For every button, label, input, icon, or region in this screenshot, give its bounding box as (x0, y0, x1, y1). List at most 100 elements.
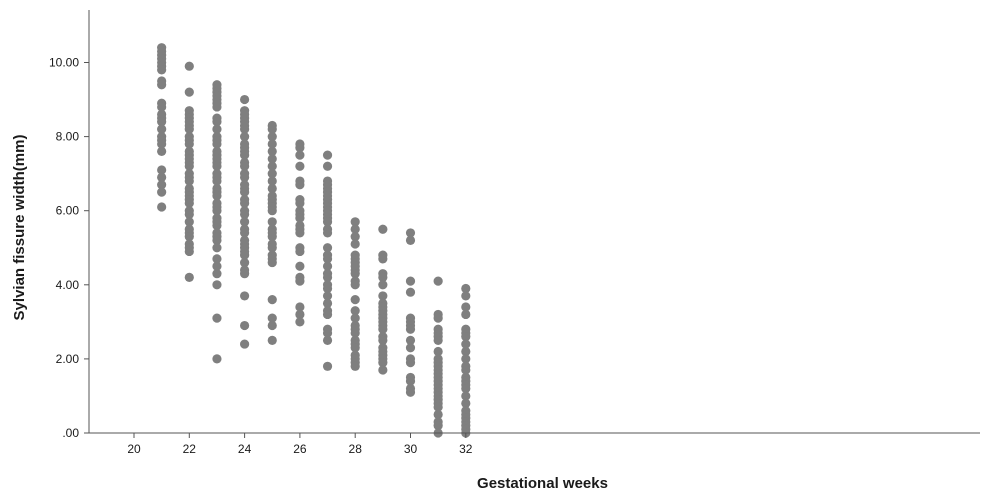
data-point (267, 176, 277, 186)
data-point (240, 94, 250, 105)
data-point (322, 150, 333, 160)
data-point (350, 343, 360, 353)
data-point (157, 165, 167, 175)
data-point (433, 335, 443, 345)
data-point (212, 254, 222, 264)
data-point (378, 358, 388, 368)
data-point (350, 239, 360, 249)
data-point (322, 335, 333, 345)
data-point (350, 361, 360, 371)
data-point (240, 172, 250, 182)
y-tick-label: 4.00 (56, 278, 80, 292)
data-point (378, 335, 388, 345)
data-point (461, 309, 471, 320)
x-tick-label: 24 (238, 442, 252, 456)
data-point (240, 257, 250, 268)
data-point (405, 276, 416, 286)
data-point (322, 217, 333, 227)
data-point (350, 232, 360, 242)
data-point (212, 243, 222, 253)
data-point (350, 306, 360, 316)
data-point (240, 339, 250, 349)
data-point (240, 291, 250, 301)
data-point (212, 102, 222, 112)
y-tick-label: .00 (62, 426, 79, 440)
data-point (240, 132, 250, 142)
data-point (295, 228, 305, 238)
data-point (184, 61, 194, 71)
data-point (378, 224, 388, 234)
data-point (405, 235, 416, 245)
y-tick-label: 10.00 (49, 56, 79, 70)
data-point (322, 272, 333, 282)
data-point (184, 217, 194, 227)
data-point (461, 332, 471, 342)
y-tick-label: 8.00 (56, 130, 80, 144)
data-point (184, 198, 194, 208)
data-point (461, 383, 471, 394)
data-point (267, 139, 277, 149)
data-point (322, 361, 333, 371)
x-tick-label: 32 (459, 442, 473, 456)
data-point (461, 365, 471, 375)
data-point (295, 180, 305, 190)
data-point (267, 335, 277, 345)
data-point (157, 202, 167, 212)
data-point (295, 150, 305, 160)
data-point (322, 161, 333, 171)
x-axis-label: Gestational weeks (477, 475, 608, 492)
x-tick-label: 22 (183, 442, 197, 456)
data-point (157, 124, 167, 134)
data-point (267, 169, 277, 179)
data-point (433, 276, 443, 286)
data-point (212, 176, 222, 186)
data-point (350, 328, 360, 338)
data-point (240, 209, 250, 220)
y-tick-label: 2.00 (56, 352, 80, 366)
data-point (212, 354, 222, 364)
data-point (405, 376, 416, 386)
data-point (378, 254, 388, 264)
data-point (212, 191, 222, 201)
data-point (295, 213, 305, 223)
data-point (240, 250, 250, 260)
data-point (184, 87, 194, 97)
data-point (267, 154, 277, 164)
data-point (295, 317, 305, 327)
data-point (267, 257, 277, 268)
data-point (322, 283, 333, 294)
data-point (184, 246, 194, 257)
data-point (212, 117, 222, 127)
data-point (461, 339, 471, 349)
data-point (240, 228, 250, 238)
data-point (322, 309, 333, 320)
data-point (212, 124, 222, 134)
data-point (405, 287, 416, 297)
data-point (461, 346, 471, 357)
data-point (295, 161, 305, 171)
data-point (157, 117, 167, 127)
x-tick-label: 20 (127, 442, 141, 456)
data-point (461, 291, 471, 301)
data-point (405, 335, 416, 345)
data-point (240, 198, 250, 208)
y-axis-ticks: .00 2.00 4.00 6.00 8.00 10.00 (49, 56, 89, 440)
data-point (322, 298, 333, 308)
data-point (240, 161, 250, 171)
data-point (267, 206, 277, 216)
data-point (295, 246, 305, 257)
data-point (184, 176, 194, 186)
x-axis-ticks: 20 22 24 26 28 30 32 (127, 433, 473, 456)
data-point (267, 183, 277, 194)
data-point (295, 261, 305, 271)
data-point (295, 143, 305, 153)
data-point (267, 124, 277, 134)
data-point (433, 409, 443, 420)
data-point (461, 354, 471, 364)
data-point (322, 328, 333, 338)
points-layer (157, 43, 471, 438)
data-point (184, 139, 194, 149)
data-point (405, 387, 416, 397)
data-point (267, 232, 277, 242)
